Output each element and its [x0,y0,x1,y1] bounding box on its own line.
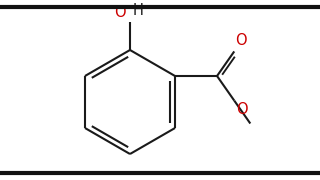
Text: O: O [114,5,126,20]
Text: O: O [236,102,248,117]
Text: H: H [133,3,144,18]
Text: O: O [235,33,247,48]
